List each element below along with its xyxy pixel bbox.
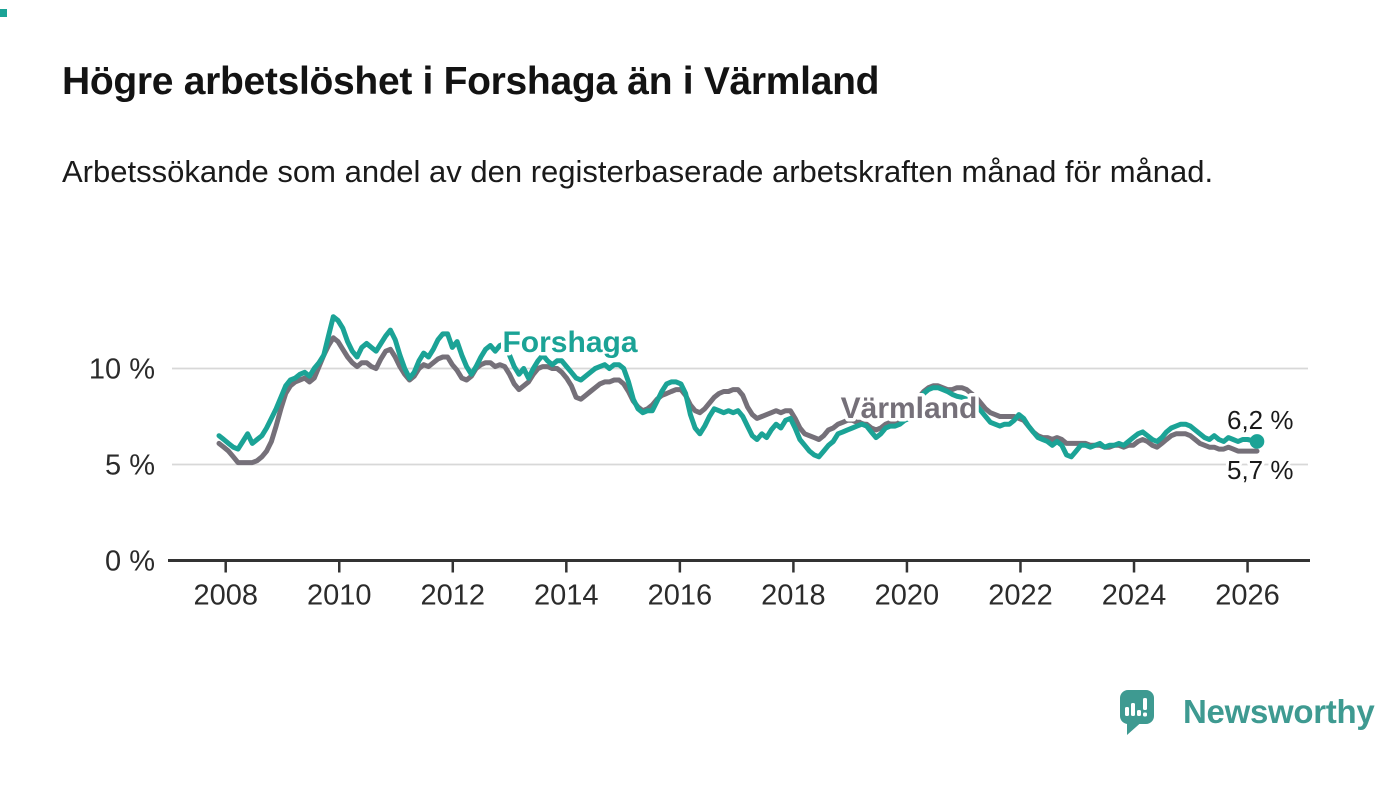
x-axis-label-2018: 2018 [761,580,826,612]
end-value-forshaga: 6,2 % [1227,405,1294,435]
series-label-forshaga: Forshaga [502,326,637,359]
axis-layer: 0 % 5 % 10 % 2008 2010 2012 2014 2016 2018 2020 20… [89,354,1310,612]
x-axis-label-2016: 2016 [648,580,713,612]
x-axis-label-2020: 2020 [875,580,940,612]
x-axis-label-2008: 2008 [193,580,258,612]
newsworthy-logo-text: Newsworthy [1183,693,1375,730]
newsworthy-logo-icon [1120,690,1154,735]
series-layer [216,314,1265,466]
y-axis-label-10: 10 % [89,354,155,386]
page-title: Högre arbetslöshet i Forshaga än i Värml… [62,60,880,103]
y-axis-label-0: 0 % [105,546,155,578]
logo-bubble [1120,690,1154,724]
y-axis-label-5: 5 % [105,450,155,482]
grid-layer [172,367,1308,466]
accent-corner-mark [0,9,7,17]
newsworthy-logo: Newsworthy [1118,688,1375,738]
x-axis-label-2014: 2014 [534,580,599,612]
series-line-forshaga [216,314,1260,460]
x-axis-label-2026: 2026 [1215,580,1280,612]
x-axis-label-2022: 2022 [988,580,1053,612]
x-axis-label-2012: 2012 [421,580,486,612]
series-label-varmland: Värmland [841,392,978,425]
forshaga-end-dot [1249,434,1265,449]
x-axis-label-2024: 2024 [1102,580,1167,612]
end-value-varmland: 5,7 % [1227,455,1294,485]
page-subtitle: Arbetssökande som andel av den registerb… [62,154,1214,189]
x-axis-label-2010: 2010 [307,580,372,612]
bar-chart-icon [1125,698,1147,717]
